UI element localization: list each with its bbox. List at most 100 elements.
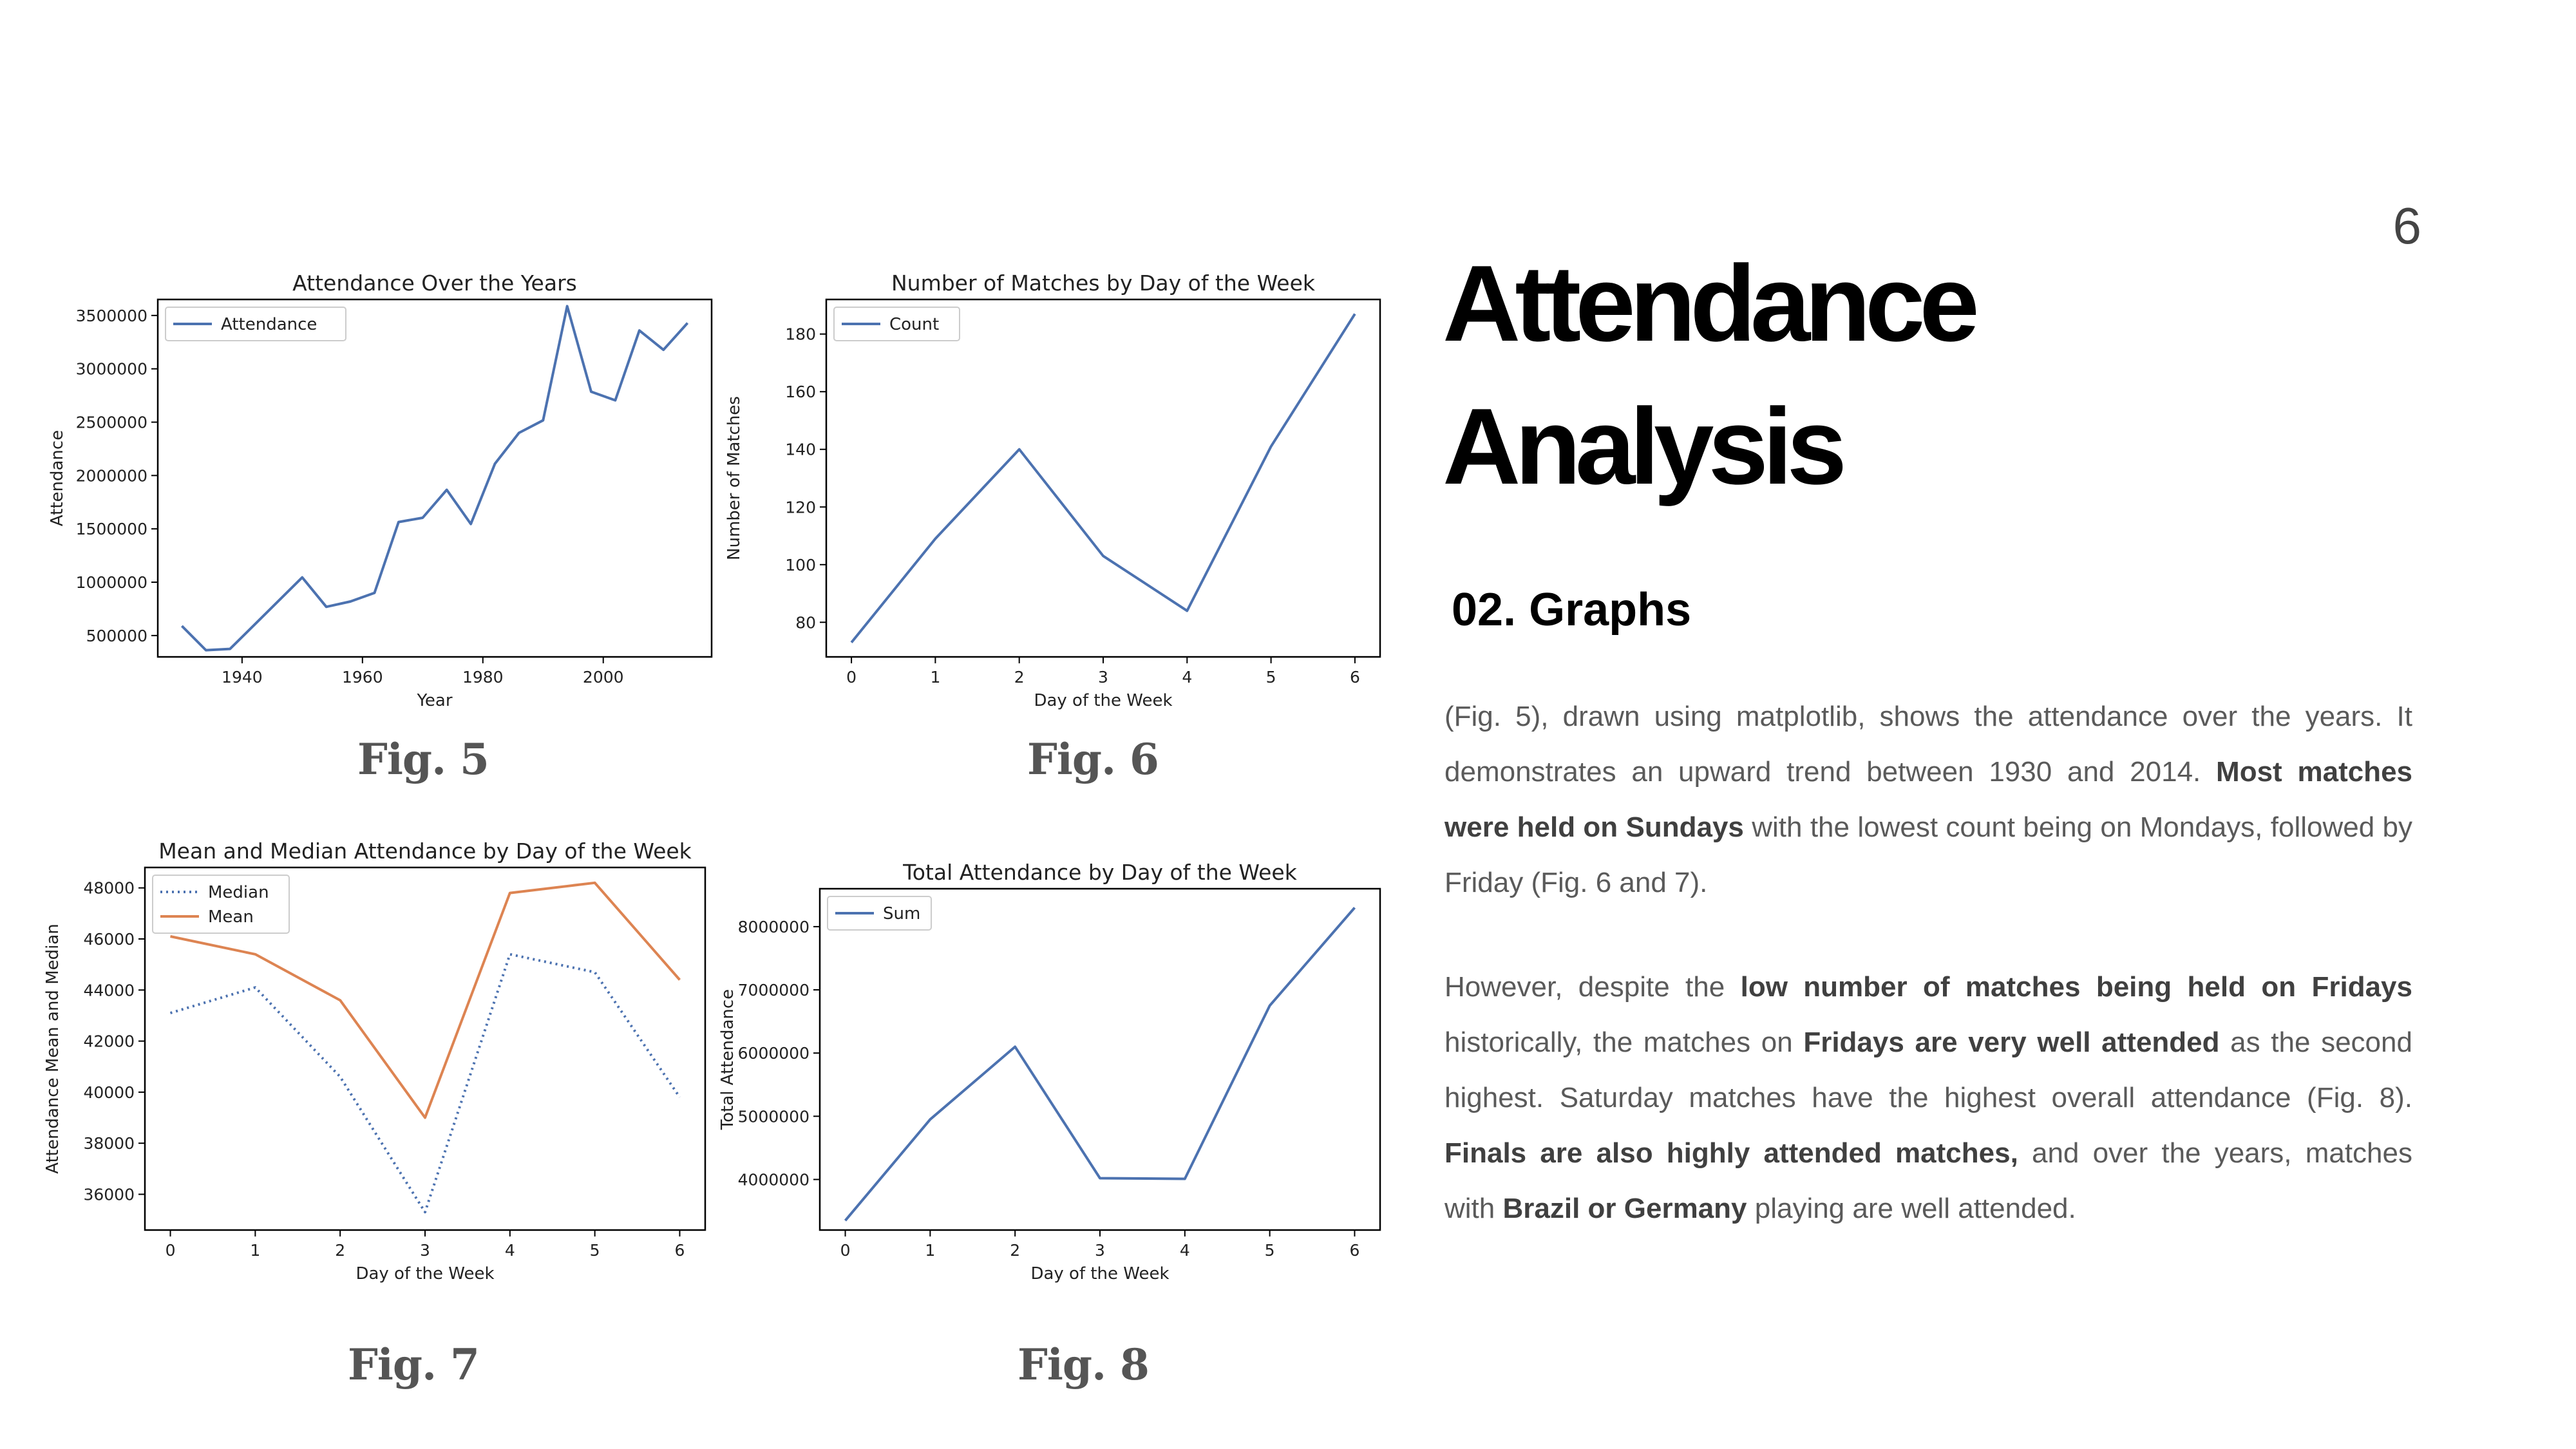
fig7-x-axis-label: Day of the Week (355, 1264, 494, 1283)
fig6-series-count-line (850, 313, 1356, 643)
fig7-x-tick-label-2: 2 (335, 1241, 345, 1260)
fig7-chart-group: Mean and Median Attendance by Day of the… (43, 838, 706, 1283)
fig8-x-tick-label-1: 1 (925, 1241, 935, 1260)
fig7-x-tick-label-5: 5 (590, 1241, 600, 1260)
fig7-x-tick-label-0: 0 (166, 1241, 176, 1260)
slide-title: Attendance Analysis (1443, 232, 2409, 518)
fig7-legend-box (152, 875, 290, 934)
fig6-chart-title: Number of Matches by Day of the Week (891, 270, 1316, 296)
fig8-x-axis-label: Day of the Week (1030, 1264, 1169, 1283)
fig7-y-tick-label-0: 36000 (83, 1185, 135, 1204)
fig6-x-tick-label-6: 6 (1350, 668, 1360, 687)
fig8-x-tick-label-6: 6 (1350, 1241, 1360, 1260)
fig8-y-axis-label: Total Attendance (718, 989, 737, 1130)
fig5-y-tick-label-5: 3000000 (76, 360, 147, 379)
fig7-legend-label-1: Mean (208, 907, 254, 927)
fig6-y-tick-label-5: 180 (785, 325, 816, 344)
section-heading: 02. Graphs (1452, 584, 1692, 636)
title-line-1: Attendance (1443, 243, 1980, 364)
fig5-y-tick-label-6: 3500000 (76, 307, 147, 325)
fig6-x-tick-label-4: 4 (1182, 668, 1192, 687)
fig6-legend-box (833, 307, 960, 341)
fig7-chart-title: Mean and Median Attendance by Day of the… (158, 838, 692, 864)
fig5-legend-box (165, 307, 346, 341)
para2-bold-3: Finals are also highly attended matches, (1444, 1137, 2018, 1169)
fig8-x-tick-label-4: 4 (1180, 1241, 1190, 1260)
fig6-y-tick-label-1: 100 (785, 556, 816, 574)
fig6-y-tick-label-2: 120 (785, 498, 816, 516)
fig7-y-tick-label-5: 46000 (83, 930, 135, 949)
fig8-x-tick-label-0: 0 (840, 1241, 851, 1260)
fig6-x-axis-label: Day of the Week (1034, 691, 1172, 710)
fig8-y-tick-label-0: 4000000 (738, 1170, 810, 1189)
fig6-x-tick-label-5: 5 (1266, 668, 1276, 687)
fig7-series-mean-line (170, 881, 681, 1119)
fig6-x-tick-label-3: 3 (1098, 668, 1108, 687)
fig8-y-tick-label-4: 8000000 (738, 918, 810, 936)
fig8-series-sum-line (844, 907, 1356, 1222)
para2-bold-1: low number of matches being held on Frid… (1740, 971, 2412, 1003)
paragraph-1: (Fig. 5), drawn using matplotlib, shows … (1444, 689, 2412, 911)
fig6-y-tick-label-3: 140 (785, 440, 816, 459)
fig8-y-tick-label-2: 6000000 (738, 1044, 810, 1063)
fig6-y-tick-label-0: 80 (795, 613, 816, 632)
fig6-y-axis-label: Number of Matches (724, 396, 744, 560)
para1-bold-1: Most matches were held on Sundays (1444, 756, 2413, 843)
fig6-x-tick-label-1: 1 (930, 668, 940, 687)
fig6-plot-frame (825, 298, 1381, 658)
para1-text-1: (Fig. 5), drawn using matplotlib, shows … (1444, 701, 2412, 788)
paragraph-2: However, despite the low number of match… (1444, 960, 2412, 1236)
fig5-x-tick-label-3: 2000 (583, 668, 624, 687)
fig7-x-tick-label-3: 3 (420, 1241, 430, 1260)
para2-bold-4: Brazil or Germany (1502, 1193, 1747, 1224)
fig5-y-tick-label-4: 2500000 (76, 413, 147, 432)
fig8-legend-box (827, 896, 932, 931)
fig6-legend-label-0: Count (889, 315, 939, 334)
fig6-x-tick-label-0: 0 (846, 668, 857, 687)
fig5-x-tick-label-2: 1980 (462, 668, 504, 687)
fig8-y-tick-label-3: 7000000 (738, 981, 810, 999)
fig7-y-tick-label-1: 38000 (83, 1134, 135, 1153)
fig8-legend-label-0: Sum (883, 904, 920, 923)
fig7-legend-label-0: Median (208, 883, 269, 902)
para1-text-2: with the lowest count being on Mondays, … (1444, 811, 2412, 898)
fig6-y-tick-label-4: 160 (785, 383, 816, 401)
fig7-x-tick-label-6: 6 (675, 1241, 685, 1260)
fig7-x-tick-label-1: 1 (250, 1241, 260, 1260)
fig8-x-tick-label-5: 5 (1265, 1241, 1275, 1260)
para2-text-4: and over the years, matches with (1444, 1137, 2412, 1224)
fig5-x-axis-label: Year (416, 691, 452, 710)
fig6-x-tick-label-2: 2 (1014, 668, 1025, 687)
fig5-legend-label-0: Attendance (221, 315, 317, 334)
title-line-2: Analysis (1443, 386, 1847, 507)
fig5-y-tick-label-3: 2000000 (76, 466, 147, 485)
fig8-y-tick-label-1: 5000000 (738, 1107, 810, 1126)
fig-7-caption: Fig. 7 (348, 1340, 480, 1390)
fig7-y-tick-label-2: 40000 (83, 1083, 135, 1102)
fig5-y-tick-label-1: 1000000 (76, 573, 147, 592)
para2-text-3: as the second highest. Saturday matches … (1444, 1027, 2412, 1113)
fig5-x-tick-label-1: 1960 (342, 668, 383, 687)
fig5-y-axis-label: Attendance (48, 430, 67, 526)
fig8-chart-group: Total Attendance by Day of the Week 0 1 2 3 4… (718, 860, 1381, 1283)
para2-bold-2: Fridays are very well attended (1803, 1027, 2220, 1058)
fig7-y-tick-label-6: 48000 (83, 879, 135, 898)
fig8-x-tick-label-2: 2 (1010, 1241, 1020, 1260)
fig5-plot-frame (156, 298, 713, 658)
fig-8-caption: Fig. 8 (1018, 1340, 1150, 1390)
fig5-x-tick-label-0: 1940 (222, 668, 263, 687)
fig5-y-tick-label-0: 500000 (86, 627, 147, 645)
fig5-chart-title: Attendance Over the Years (292, 270, 577, 296)
fig8-x-tick-label-3: 3 (1095, 1241, 1105, 1260)
fig7-y-axis-label: Attendance Mean and Median (43, 923, 62, 1174)
fig7-x-tick-label-4: 4 (505, 1241, 515, 1260)
fig-6-caption: Fig. 6 (1027, 734, 1159, 784)
para2-text-2: historically, the matches on (1444, 1027, 1804, 1058)
fig5-series-attendance-line (180, 305, 689, 652)
para2-text-1: However, despite the (1444, 971, 1741, 1003)
fig6-chart-group: Number of Matches by Day of the Week 0 1 2 3… (724, 270, 1381, 710)
page-number: 6 (2392, 197, 2422, 254)
fig-5-caption: Fig. 5 (357, 734, 489, 784)
fig8-chart-title: Total Attendance by Day of the Week (902, 860, 1298, 885)
